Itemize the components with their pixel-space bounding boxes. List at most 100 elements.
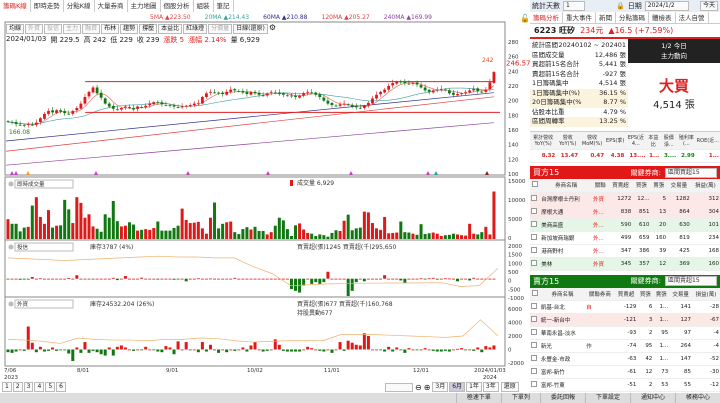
- toolbar-button[interactable]: 均線: [6, 24, 25, 34]
- trust-legend: 買賣超(張)1245 買賣超(千)295,650: [297, 243, 397, 251]
- sell-filter-select[interactable]: 區間賣超15: [665, 276, 717, 286]
- trust-bar: [468, 278, 472, 281]
- tab-4[interactable]: 主力地圖: [128, 0, 161, 12]
- right-tab[interactable]: 重大事件: [563, 11, 596, 24]
- table-row[interactable]: 美商高盛 外... 590 610 20 630 101: [530, 218, 720, 232]
- range-button[interactable]: 3月: [432, 382, 449, 392]
- table-row[interactable]: 華南永昌-淡水 -93 2 95 97 -4: [530, 326, 720, 340]
- toolbar-button[interactable]: 融資: [82, 24, 101, 34]
- date-label: 日期: [627, 2, 642, 10]
- table-row[interactable]: 港商野村 外... 347 386 39 425 168: [530, 244, 720, 258]
- pane-settings-icon[interactable]: [8, 181, 14, 187]
- page-button[interactable]: 4: [34, 382, 45, 392]
- table-cell: 630: [667, 218, 691, 232]
- tab-5[interactable]: 個股分析: [161, 0, 194, 12]
- pane-settings-icon[interactable]: [8, 244, 14, 250]
- toolbar-button[interactable]: 投信: [44, 24, 63, 34]
- period-select[interactable]: 日線(還原): [233, 24, 268, 34]
- status-button[interactable]: 帳務中心: [674, 393, 720, 403]
- status-button[interactable]: 委託回報: [539, 393, 585, 403]
- table-row[interactable]: 凱基-台北自 -129 6 1... 141 -28: [530, 300, 720, 314]
- table-row[interactable]: 台灣摩根士丹利 外資 1272 12... 5 1282 312: [530, 192, 720, 206]
- table-row[interactable]: 富邦-竹東 -51 2 53 55 -12: [530, 378, 720, 392]
- days-select[interactable]: 1: [563, 1, 585, 11]
- table-row[interactable]: 統一-新台中 -121 3 1... 127 -67: [530, 313, 720, 327]
- tab-3[interactable]: 大量券商: [95, 0, 128, 12]
- lock-icon[interactable]: 🔒: [616, 2, 625, 10]
- today-button[interactable]: 今天: [699, 1, 718, 11]
- row-checkbox[interactable]: [530, 365, 540, 379]
- page-button[interactable]: 5: [45, 382, 56, 392]
- page-button[interactable]: 3: [23, 382, 34, 392]
- trust-select[interactable]: [14, 242, 74, 252]
- foreign-select[interactable]: [14, 299, 74, 309]
- toolbar-button[interactable]: 本益比: [158, 24, 183, 34]
- status-button[interactable]: 極速下單: [455, 393, 501, 403]
- page-button[interactable]: 2: [12, 382, 23, 392]
- row-checkbox[interactable]: [530, 257, 541, 271]
- lock-icon[interactable]: 🔓: [520, 14, 530, 23]
- toolbar-button[interactable]: 布林: [101, 24, 120, 34]
- select-all-checkbox[interactable]: [530, 179, 541, 193]
- row-checkbox[interactable]: [530, 313, 540, 327]
- table-row[interactable]: 美林 外資 345 357 12 369 160: [530, 257, 720, 271]
- row-checkbox[interactable]: [530, 378, 540, 392]
- right-tab[interactable]: 法人自營: [676, 11, 709, 24]
- right-tab[interactable]: 籌碼分析: [530, 11, 563, 24]
- range-button[interactable]: 3年: [482, 382, 499, 392]
- table-row[interactable]: 富邦-新竹 -61 12 73 85 -30: [530, 365, 720, 379]
- foreign-bar: [253, 342, 257, 350]
- tab-1[interactable]: 即時走勢: [31, 0, 64, 12]
- row-checkbox[interactable]: [530, 300, 540, 314]
- trust-bar: [184, 278, 188, 282]
- candle: [6, 121, 10, 122]
- row-checkbox[interactable]: [530, 326, 540, 340]
- page-button[interactable]: 6: [56, 382, 66, 392]
- table-row[interactable]: 永豐金-市政 -63 42 1... 147 -52: [530, 352, 720, 366]
- row-checkbox[interactable]: [530, 244, 541, 258]
- candle: [176, 107, 180, 108]
- volume-select[interactable]: [14, 179, 74, 189]
- toolbar-button[interactable]: 趨勢: [120, 24, 139, 34]
- row-checkbox[interactable]: [530, 352, 540, 366]
- toolbar-button[interactable]: 分價量: [208, 24, 233, 34]
- row-checkbox[interactable]: [530, 192, 541, 206]
- zoom-out-icon[interactable]: ⊖: [415, 382, 422, 392]
- zoom-in-icon[interactable]: ⊕: [423, 382, 431, 392]
- tab-7[interactable]: 筆記: [214, 0, 234, 12]
- range-button[interactable]: 6月: [449, 382, 466, 392]
- right-tab[interactable]: 體檢表: [649, 11, 676, 24]
- table-row[interactable]: 新光作 -74 95 1... 264 -4: [530, 339, 720, 353]
- right-tab[interactable]: 分點籌碼: [616, 11, 649, 24]
- status-button[interactable]: 下單列: [500, 393, 540, 403]
- page-button[interactable]: 1: [2, 382, 12, 392]
- toolbar-button[interactable]: 外資: [25, 24, 44, 34]
- toolbar-button[interactable]: 紅綠燈: [183, 24, 208, 34]
- candle: [367, 102, 370, 106]
- range-input[interactable]: [385, 382, 413, 392]
- toolbar-button[interactable]: 撐壓: [139, 24, 158, 34]
- pane-settings-icon[interactable]: [8, 301, 14, 307]
- buy-filter-select[interactable]: 區間買超15: [665, 167, 717, 178]
- row-checkbox[interactable]: [530, 339, 540, 353]
- tab-6[interactable]: 組裝: [194, 0, 214, 12]
- row-checkbox[interactable]: [530, 205, 541, 219]
- table-cell: 1...: [653, 300, 670, 314]
- right-tab[interactable]: 新聞: [596, 11, 616, 24]
- foreign-bar: [26, 326, 30, 350]
- date-input[interactable]: 2024/1/2: [644, 1, 689, 11]
- gear-icon[interactable]: ⚙: [268, 23, 277, 32]
- row-checkbox[interactable]: [530, 231, 541, 245]
- restore-button[interactable]: 還原: [500, 382, 519, 392]
- status-button[interactable]: 下單設定: [584, 393, 630, 403]
- toolbar-button[interactable]: 主力: [63, 24, 82, 34]
- trust-line-legend: 庫存3787 (4%): [90, 243, 133, 251]
- status-button[interactable]: 通知中心: [629, 393, 675, 403]
- tab-0[interactable]: 籌碼K線: [0, 0, 31, 12]
- row-checkbox[interactable]: [530, 218, 541, 232]
- table-row[interactable]: 新加坡商瑞銀 外... 499 659 160 819 234: [530, 231, 720, 245]
- table-row[interactable]: 摩根大通 外... 838 851 13 864 304: [530, 205, 720, 219]
- range-button[interactable]: 1年: [466, 382, 482, 392]
- tab-2[interactable]: 分點K線: [64, 0, 95, 12]
- select-all-checkbox[interactable]: [530, 287, 540, 301]
